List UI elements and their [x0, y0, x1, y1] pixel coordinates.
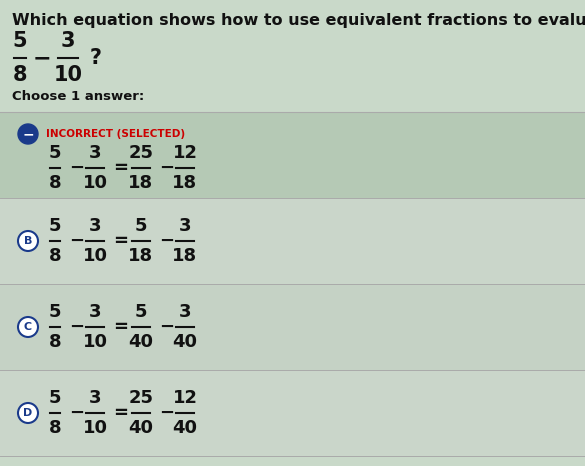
Text: 8: 8	[49, 419, 61, 437]
Text: 8: 8	[49, 333, 61, 351]
Text: 3: 3	[179, 217, 191, 235]
Text: 8: 8	[49, 174, 61, 192]
Text: 5: 5	[135, 303, 147, 321]
Text: −: −	[160, 404, 174, 422]
Text: 10: 10	[82, 419, 108, 437]
Text: 40: 40	[173, 333, 198, 351]
Text: ?: ?	[90, 48, 102, 68]
FancyBboxPatch shape	[0, 198, 585, 284]
Text: 10: 10	[82, 333, 108, 351]
Text: D: D	[23, 408, 33, 418]
Text: 8: 8	[49, 247, 61, 265]
Circle shape	[18, 231, 38, 251]
Text: Choose 1 answer:: Choose 1 answer:	[12, 90, 144, 103]
Text: INCORRECT (SELECTED): INCORRECT (SELECTED)	[46, 129, 185, 139]
Circle shape	[18, 124, 38, 144]
Text: 5: 5	[49, 144, 61, 162]
Text: C: C	[24, 322, 32, 332]
FancyBboxPatch shape	[0, 112, 585, 198]
Text: −: −	[160, 318, 174, 336]
Text: Which equation shows how to use equivalent fractions to evaluate: Which equation shows how to use equivale…	[12, 13, 585, 28]
Text: B: B	[24, 236, 32, 246]
Text: −: −	[160, 232, 174, 250]
FancyBboxPatch shape	[0, 284, 585, 370]
Text: −: −	[70, 232, 85, 250]
Text: =: =	[113, 318, 129, 336]
Circle shape	[18, 403, 38, 423]
Circle shape	[18, 317, 38, 337]
Text: 12: 12	[173, 389, 198, 407]
Text: 3: 3	[89, 217, 101, 235]
Text: 3: 3	[89, 303, 101, 321]
Text: 10: 10	[82, 174, 108, 192]
Text: 5: 5	[135, 217, 147, 235]
Text: 3: 3	[61, 31, 75, 51]
Text: =: =	[113, 404, 129, 422]
Text: 10: 10	[82, 247, 108, 265]
Text: 5: 5	[49, 303, 61, 321]
Text: 18: 18	[173, 174, 198, 192]
Text: 10: 10	[53, 65, 82, 85]
Text: 18: 18	[129, 247, 153, 265]
Text: −: −	[70, 159, 85, 177]
Text: 12: 12	[173, 144, 198, 162]
Text: 18: 18	[129, 174, 153, 192]
FancyBboxPatch shape	[0, 0, 585, 112]
Text: −: −	[22, 127, 34, 141]
Text: 5: 5	[49, 389, 61, 407]
Text: 40: 40	[173, 419, 198, 437]
Text: 40: 40	[129, 419, 153, 437]
Text: 3: 3	[179, 303, 191, 321]
Text: 5: 5	[13, 31, 27, 51]
Text: −: −	[33, 48, 51, 68]
Text: −: −	[70, 318, 85, 336]
Text: 18: 18	[173, 247, 198, 265]
Text: =: =	[113, 232, 129, 250]
Text: 5: 5	[49, 217, 61, 235]
Text: 3: 3	[89, 144, 101, 162]
Text: 40: 40	[129, 333, 153, 351]
FancyBboxPatch shape	[0, 370, 585, 456]
Text: =: =	[113, 159, 129, 177]
Text: −: −	[160, 159, 174, 177]
Text: 25: 25	[129, 389, 153, 407]
Text: −: −	[70, 404, 85, 422]
Text: 8: 8	[13, 65, 27, 85]
Text: 3: 3	[89, 389, 101, 407]
Text: 25: 25	[129, 144, 153, 162]
